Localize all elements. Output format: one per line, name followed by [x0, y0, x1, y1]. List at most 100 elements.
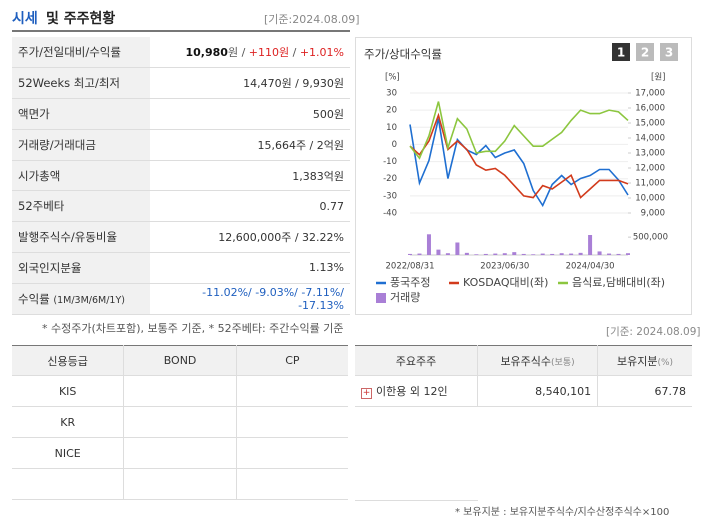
y-tick-label: -40: [383, 209, 397, 219]
row-value: 1,383억원: [150, 160, 350, 192]
row-value: 500원: [150, 98, 350, 130]
chart-button[interactable]: [612, 43, 630, 61]
cell: [123, 468, 237, 500]
row-label: 52주베타: [12, 190, 150, 223]
value-part: 원: [227, 46, 239, 60]
y2-tick-label: 17,000: [635, 89, 665, 99]
volume-bar: [588, 235, 593, 255]
volume-bar: [474, 254, 479, 255]
volume-bar: [426, 234, 431, 255]
volume-bar: [607, 253, 612, 255]
header-cell: 보유지분(%): [597, 345, 692, 376]
row: 거래량/거래대금 15,664주 / 2억원: [12, 129, 350, 161]
legend-swatch: [376, 293, 386, 303]
row: KIS: [12, 375, 348, 407]
volume-bar: [521, 253, 526, 255]
filler: [355, 406, 692, 501]
row: NICE: [12, 437, 348, 469]
header-cell: BOND: [123, 345, 237, 376]
row-value: 1.13%: [150, 252, 350, 284]
cell: KIS: [12, 375, 125, 407]
volume-bar: [502, 253, 507, 255]
volume-bar: [512, 252, 517, 255]
volume-bar: [531, 254, 536, 255]
header-cell: CP: [236, 345, 348, 376]
volume-bar: [408, 253, 412, 255]
row: 시가총액 1,383억원: [12, 160, 350, 192]
header-cell: 신용등급: [12, 345, 125, 376]
chart-button-label[interactable]: 2: [641, 46, 649, 60]
y-tick-label: -20: [383, 174, 397, 184]
chart-button-label[interactable]: 3: [665, 46, 673, 60]
volume-bar: [455, 242, 460, 255]
value-part: 15,664주 / 2억원: [257, 138, 344, 152]
cell: [236, 468, 348, 500]
row-label: 주가/전일대비/수익률: [12, 37, 150, 69]
legend-label: 음식료,담배대비(좌): [572, 276, 665, 289]
legend-label: 풍국주정: [390, 276, 430, 289]
row-value: 0.77: [150, 190, 350, 223]
rule: [12, 30, 350, 32]
legend-label: KOSDAQ대비(좌): [463, 276, 548, 289]
row: 52Weeks 최고/최저 14,470원 / 9,930원: [12, 67, 350, 100]
volume-bar: [569, 253, 574, 255]
note: * 수정주가(차트포함), 보통주 기준, * 52주베타: 주간수익률 기준: [42, 322, 344, 335]
volume-bar: [559, 253, 564, 255]
y2-tick-label: 9,000: [641, 209, 665, 219]
y-tick-label: 0: [392, 140, 397, 150]
header-text: 보유주식수: [500, 354, 552, 368]
row: 액면가 500원: [12, 98, 350, 130]
header-text: 보유지분: [617, 354, 658, 368]
cell: [123, 406, 237, 438]
y2-tick-label: 12,000: [635, 164, 665, 174]
volume-bar: [616, 253, 621, 255]
v-tick-label: 500,000: [633, 233, 668, 243]
value-part: /: [289, 46, 300, 60]
chart-button[interactable]: [636, 43, 654, 61]
cell: [12, 468, 125, 500]
cell: KR: [12, 406, 125, 438]
volume-bar: [578, 252, 583, 255]
cell: [236, 406, 348, 438]
note: * 보유지분 : 보유지분주식수/지수산정주식수×100: [455, 507, 670, 518]
row: [12, 468, 348, 500]
value-part: +1.01%: [299, 46, 344, 60]
value-part: 14,470원 / 9,930원: [243, 77, 344, 91]
value-part: 10,980: [185, 46, 228, 60]
cell: 67.78: [597, 375, 692, 407]
x-tick-label: 2023/06/30: [480, 262, 529, 272]
x-tick-label: 2022/08/31: [386, 262, 435, 272]
y-axis-label: [%]: [385, 73, 400, 83]
chart-button-label[interactable]: 1: [617, 46, 625, 60]
cell: 8,540,101: [477, 375, 599, 407]
row: 주가/전일대비/수익률 10,980원 / +110원 / +1.01%: [12, 37, 350, 69]
value-part: -11.02%/ -9.03%/ -7.11%/ -17.13%: [202, 285, 344, 312]
y2-tick-label: 14,000: [635, 134, 665, 144]
row-value: 10,980원 / +110원 / +1.01%: [150, 37, 350, 69]
y-tick-label: 30: [386, 89, 397, 99]
row-value: 12,600,000주 / 32.22%: [150, 221, 350, 254]
row-label: 52Weeks 최고/최저: [12, 67, 150, 100]
row-value: 14,470원 / 9,930원: [150, 67, 350, 100]
x-tick-label: 2024/04/30: [566, 262, 615, 272]
volume-bar: [493, 253, 498, 255]
volume-bar: [626, 253, 630, 255]
y2-tick-label: 15,000: [635, 119, 665, 129]
header-sub: (보통): [551, 357, 575, 368]
row-label: 수익률 (1M/3M/6M/1Y): [12, 283, 150, 315]
row: 외국인지분율 1.13%: [12, 252, 350, 284]
value-part: 500원: [312, 107, 344, 121]
chart-button[interactable]: [660, 43, 678, 61]
y-tick-label: 10: [386, 123, 397, 133]
row: KR: [12, 406, 348, 438]
chart-title: 주가/상대수익률: [364, 47, 442, 61]
y-tick-label: 20: [386, 106, 397, 116]
cell: [123, 375, 237, 407]
y-tick-label: -30: [383, 191, 397, 201]
header-sub: (%): [657, 357, 674, 368]
value-part: 1.13%: [309, 261, 344, 275]
expand-icon[interactable]: +: [361, 388, 372, 399]
volume-bar: [417, 253, 422, 255]
row: 수익률 (1M/3M/6M/1Y) -11.02%/ -9.03%/ -7.11%…: [12, 283, 350, 315]
date: [기준: 2024.08.09]: [606, 326, 701, 338]
